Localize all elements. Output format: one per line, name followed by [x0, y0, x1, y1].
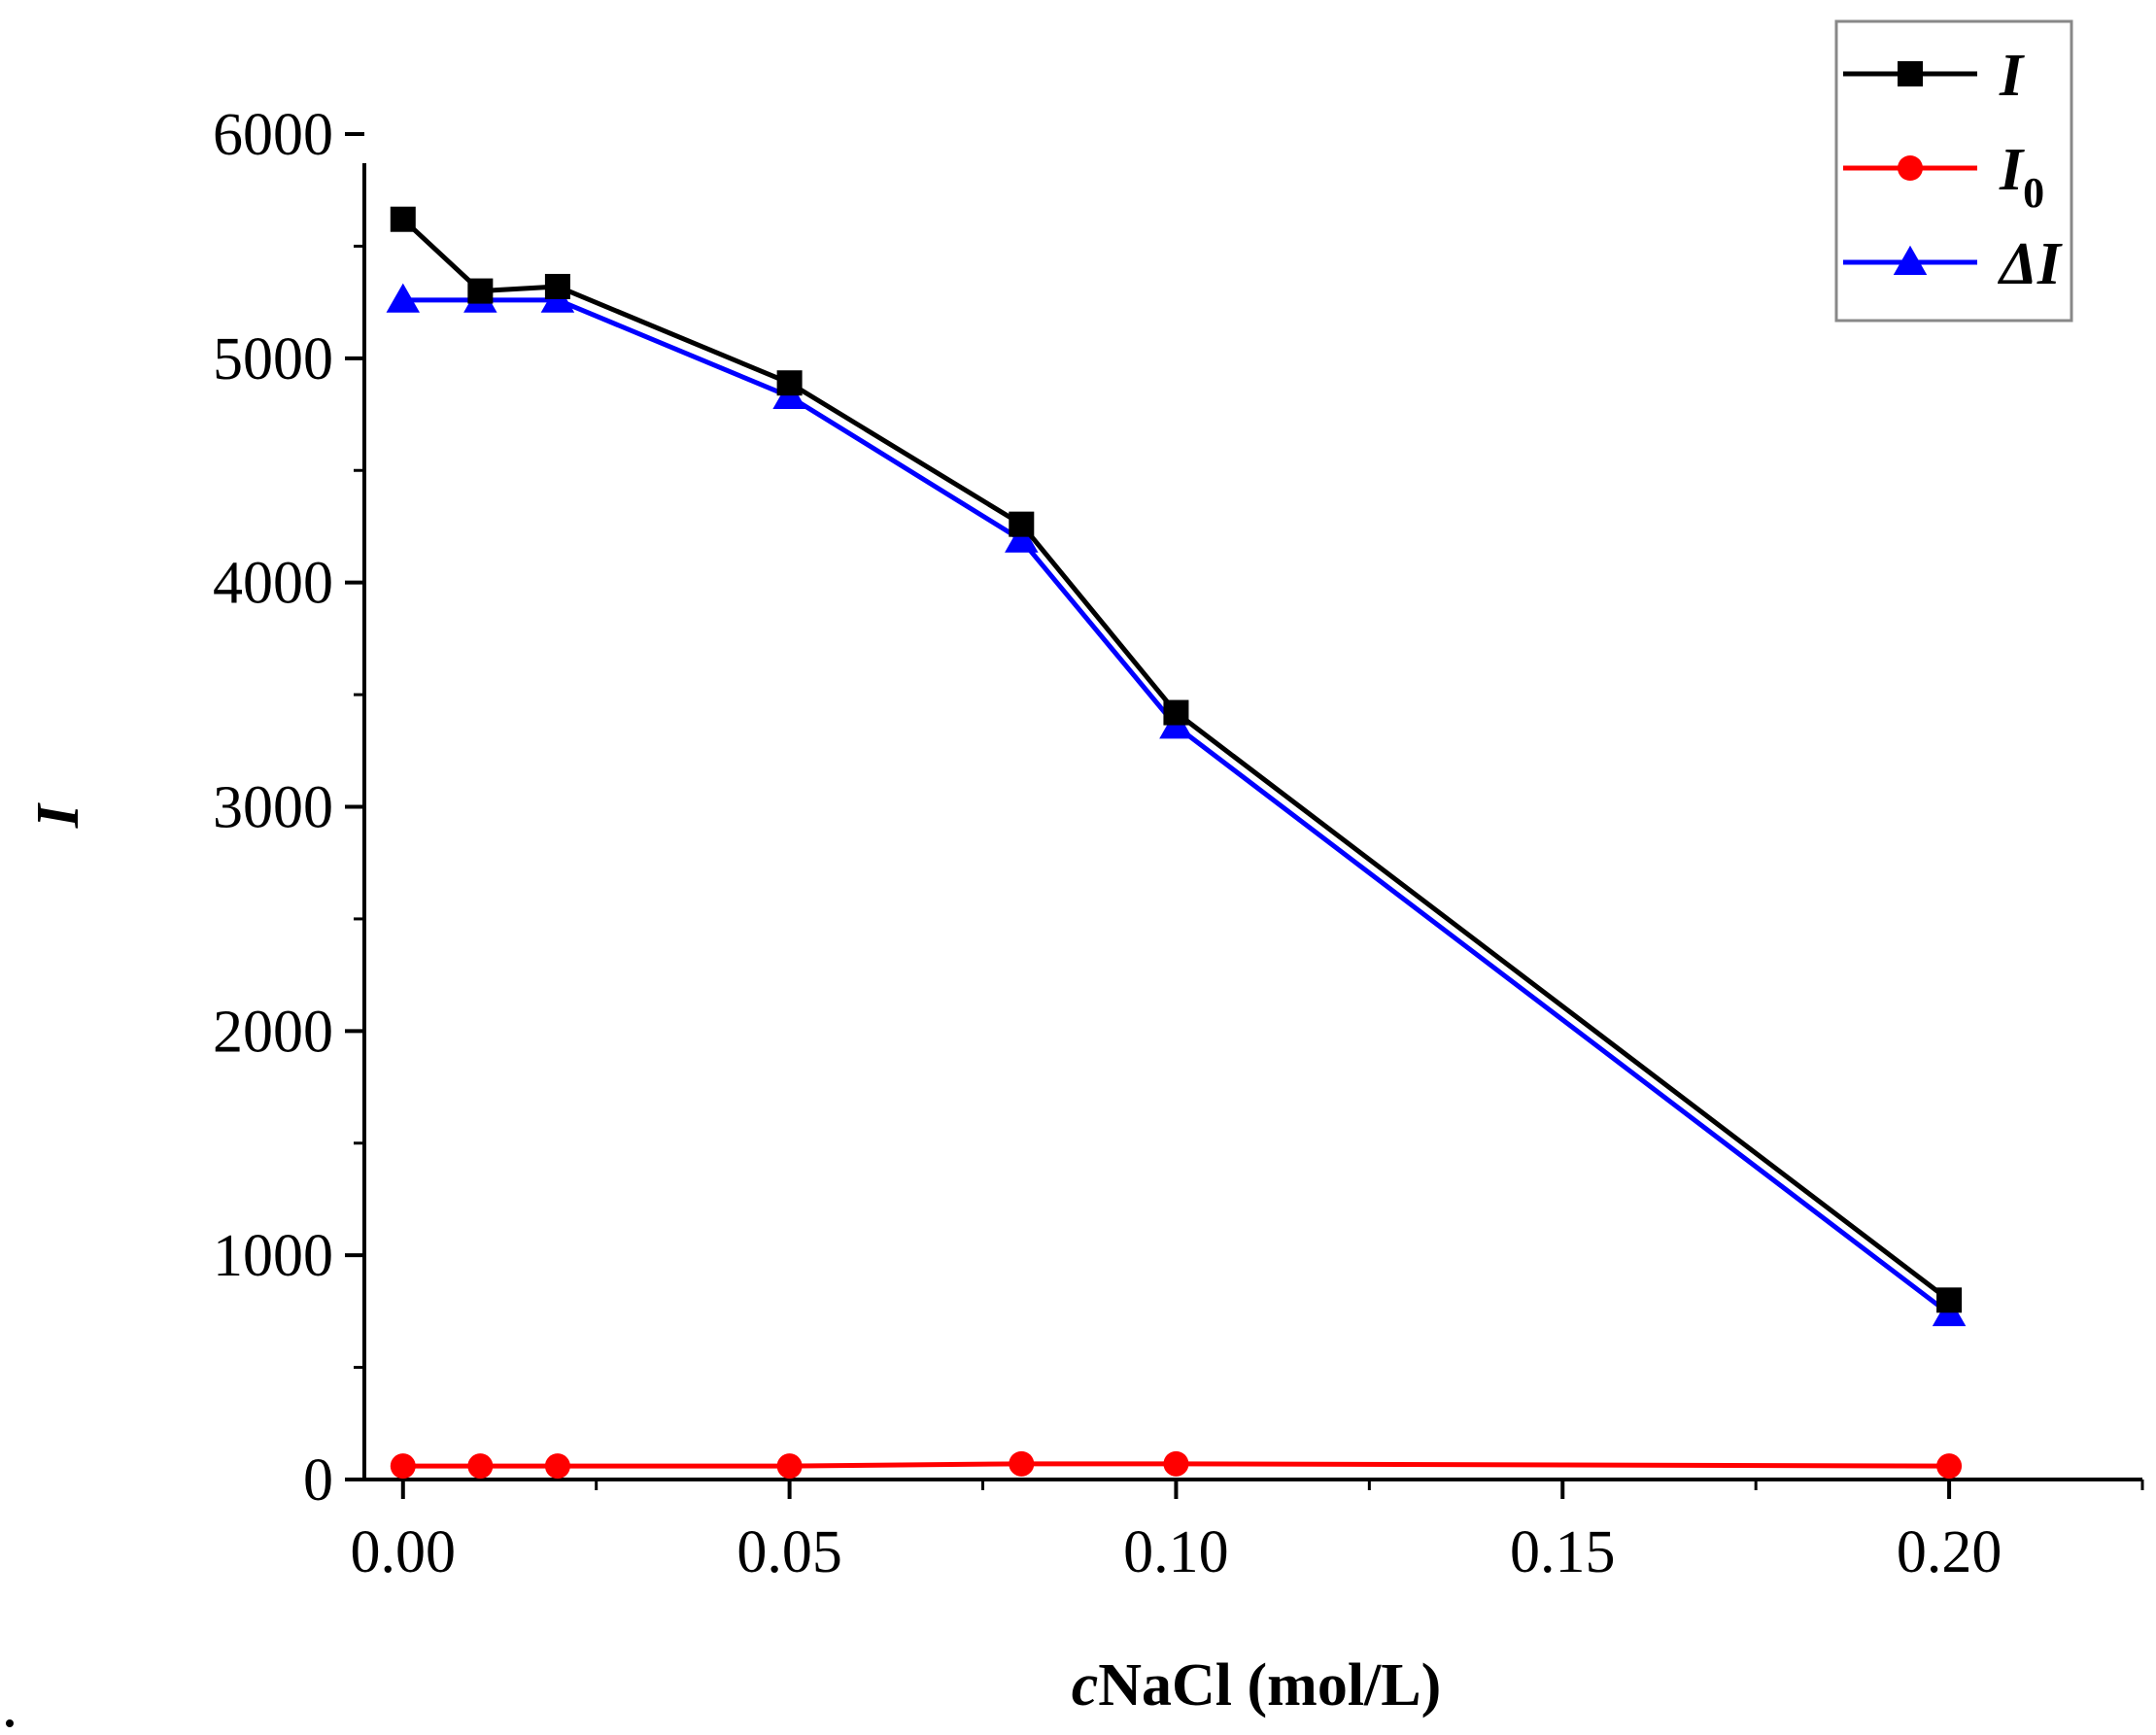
data-point: [1005, 523, 1039, 553]
legend-box: [1834, 19, 2073, 323]
legend-label-main: I: [1999, 137, 2025, 203]
data-point: [386, 283, 421, 313]
x-tick-label: 0.20: [1897, 1519, 2002, 1585]
data-point: [390, 1453, 416, 1480]
y-tick-label: 1000: [213, 1223, 333, 1289]
series-I: [390, 206, 1963, 1313]
y-tick-label: 5000: [213, 326, 333, 392]
x-axis-title: cNaCl (mol/L): [1072, 1652, 1442, 1718]
legend-label: ΔI: [1997, 231, 2063, 297]
legend-marker: [1893, 245, 1928, 275]
y-tick-label: 6000: [213, 102, 333, 168]
data-point: [1936, 1287, 1963, 1313]
data-point: [776, 1453, 803, 1480]
axes: 0 1000 2000 3000 4000 5000 6000 0.00 0.05 0.10 0.1…: [213, 102, 2144, 1585]
data-point: [1009, 511, 1035, 537]
legend-item: I: [1843, 43, 2025, 109]
y-tick-label: 0: [303, 1447, 333, 1514]
y-tick-label: 4000: [213, 551, 333, 617]
data-point: [390, 206, 416, 232]
x-tick-label: 0.00: [351, 1519, 457, 1585]
series-I0: [390, 1450, 1963, 1480]
series-layer: [386, 206, 1967, 1480]
stray-dot: [6, 1719, 14, 1727]
x-axis-title-prefix: c: [1072, 1652, 1099, 1718]
data-point: [1009, 1450, 1035, 1477]
data-point: [467, 278, 494, 304]
legend-item: I0: [1843, 137, 2044, 217]
series-line: [402, 297, 1951, 1316]
data-point: [1163, 699, 1189, 726]
data-point: [544, 1453, 570, 1480]
legend-marker: [1898, 155, 1923, 181]
y-tick-label: 2000: [213, 999, 333, 1065]
y-axis-title: I: [25, 802, 91, 829]
series-delta-I: [386, 283, 1967, 1327]
x-tick-label: 0.10: [1123, 1519, 1229, 1585]
legend-label-main: ΔI: [1997, 231, 2063, 297]
legend-marker: [1898, 61, 1923, 86]
data-point: [1936, 1453, 1963, 1480]
legend-item: ΔI: [1843, 231, 2063, 297]
data-point: [776, 370, 803, 396]
data-point: [1163, 1450, 1189, 1477]
legend-label-main: I: [1999, 43, 2025, 109]
data-point: [467, 1453, 494, 1480]
legend-label: I: [1999, 43, 2025, 109]
x-tick-label: 0.15: [1510, 1519, 1616, 1585]
y-tick-label: 3000: [213, 775, 333, 841]
legend-label-subscript: 0: [2023, 169, 2044, 217]
legend-label: I0: [1999, 137, 2044, 217]
data-point: [544, 273, 570, 299]
x-tick-label: 0.05: [736, 1519, 842, 1585]
x-axis-title-rest: NaCl (mol/L): [1098, 1652, 1441, 1718]
